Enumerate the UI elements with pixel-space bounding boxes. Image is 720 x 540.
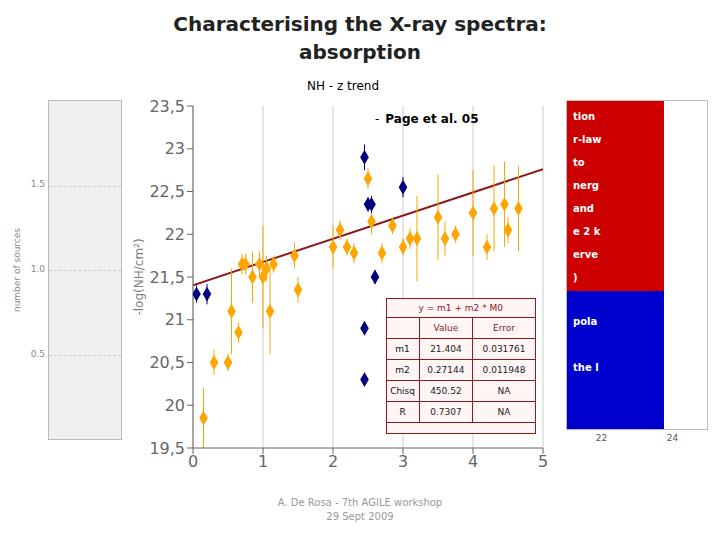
html-text:and: and	[573, 203, 594, 214]
html-text:0.011948: 0.011948	[482, 365, 526, 375]
html-text:R: R	[399, 407, 406, 417]
svg-text:4: 4	[468, 452, 478, 471]
html-text:29 Sept 2009: 29 Sept 2009	[326, 511, 394, 522]
html-text:Characterising the X-ray spect: Characterising the X-ray spectra:	[173, 12, 547, 36]
svg-text:-log(NH/cm²): -log(NH/cm²)	[132, 238, 146, 315]
svg-text:22: 22	[165, 225, 185, 244]
html-text:0.7307: 0.7307	[430, 407, 462, 417]
html-text:0.031761: 0.031761	[482, 344, 526, 354]
html-text:22: 22	[595, 433, 608, 443]
svg-text:2: 2	[328, 452, 338, 471]
svg-text:22,5: 22,5	[149, 182, 185, 201]
svg-text:19,5: 19,5	[149, 439, 185, 458]
svg-text:20,5: 20,5	[149, 353, 185, 372]
svg-text:5: 5	[538, 452, 548, 471]
html-text:the l: the l	[573, 362, 599, 374]
svg-text:0: 0	[188, 452, 198, 471]
svg-text:20: 20	[165, 396, 185, 415]
svg-text:1: 1	[258, 452, 268, 471]
html-text:nerg: nerg	[573, 180, 599, 191]
html-text:erve: erve	[573, 249, 598, 260]
html-text:Value: Value	[433, 322, 459, 333]
html-text:e 2 k: e 2 k	[573, 226, 601, 237]
html-text:m2: m2	[395, 365, 410, 375]
svg-text:3: 3	[398, 452, 408, 471]
html-text:1.0: 1.0	[30, 264, 45, 274]
html-text:tion: tion	[573, 111, 596, 122]
html-text:1.5: 1.5	[30, 179, 45, 189]
svg-text:21: 21	[165, 310, 185, 329]
html-text:r-law: r-law	[573, 134, 602, 145]
html-text:0.27144: 0.27144	[427, 365, 465, 375]
html-text:m1: m1	[395, 344, 410, 354]
html-text:y = m1 + m2 * M0: y = m1 + m2 * M0	[418, 302, 503, 313]
html-text:to: to	[573, 157, 585, 168]
html-text:NA: NA	[497, 407, 511, 417]
svg-text:23: 23	[165, 139, 185, 158]
html-text:NA: NA	[497, 386, 511, 396]
html-text:450.52: 450.52	[430, 386, 462, 396]
html-text:24: 24	[666, 433, 679, 443]
html-text:Chisq: Chisq	[390, 386, 415, 396]
html-text:Page et al. 05: Page et al. 05	[385, 112, 479, 126]
html-text:number of sources: number of sources	[12, 227, 22, 313]
html-text:Error: Error	[493, 322, 515, 333]
svg-text:21,5: 21,5	[149, 268, 185, 287]
html-text:NH - z trend: NH - z trend	[307, 79, 379, 93]
html-text:A. De Rosa - 7th AGILE worksho: A. De Rosa - 7th AGILE workshop	[277, 497, 443, 508]
svg-text:23,5: 23,5	[149, 97, 185, 116]
html-text:absorption: absorption	[299, 40, 421, 64]
html-text:21.404: 21.404	[430, 344, 462, 354]
html-text:0.5: 0.5	[30, 349, 45, 359]
html-text:pola: pola	[573, 316, 598, 328]
